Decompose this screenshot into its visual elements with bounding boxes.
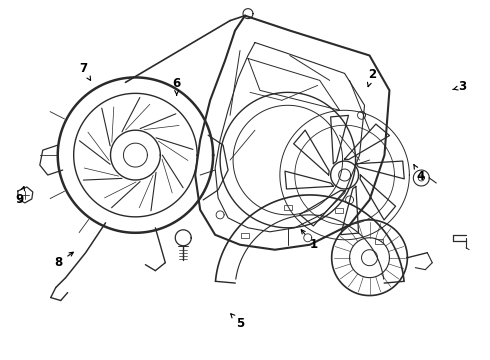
Text: 4: 4	[414, 165, 425, 183]
Text: 3: 3	[453, 80, 466, 93]
Text: 2: 2	[368, 68, 376, 87]
Text: 9: 9	[15, 186, 24, 206]
Text: 7: 7	[79, 62, 91, 80]
Text: 8: 8	[54, 252, 74, 269]
Text: 1: 1	[301, 230, 318, 251]
Text: 5: 5	[231, 314, 244, 330]
Text: 6: 6	[172, 77, 181, 95]
